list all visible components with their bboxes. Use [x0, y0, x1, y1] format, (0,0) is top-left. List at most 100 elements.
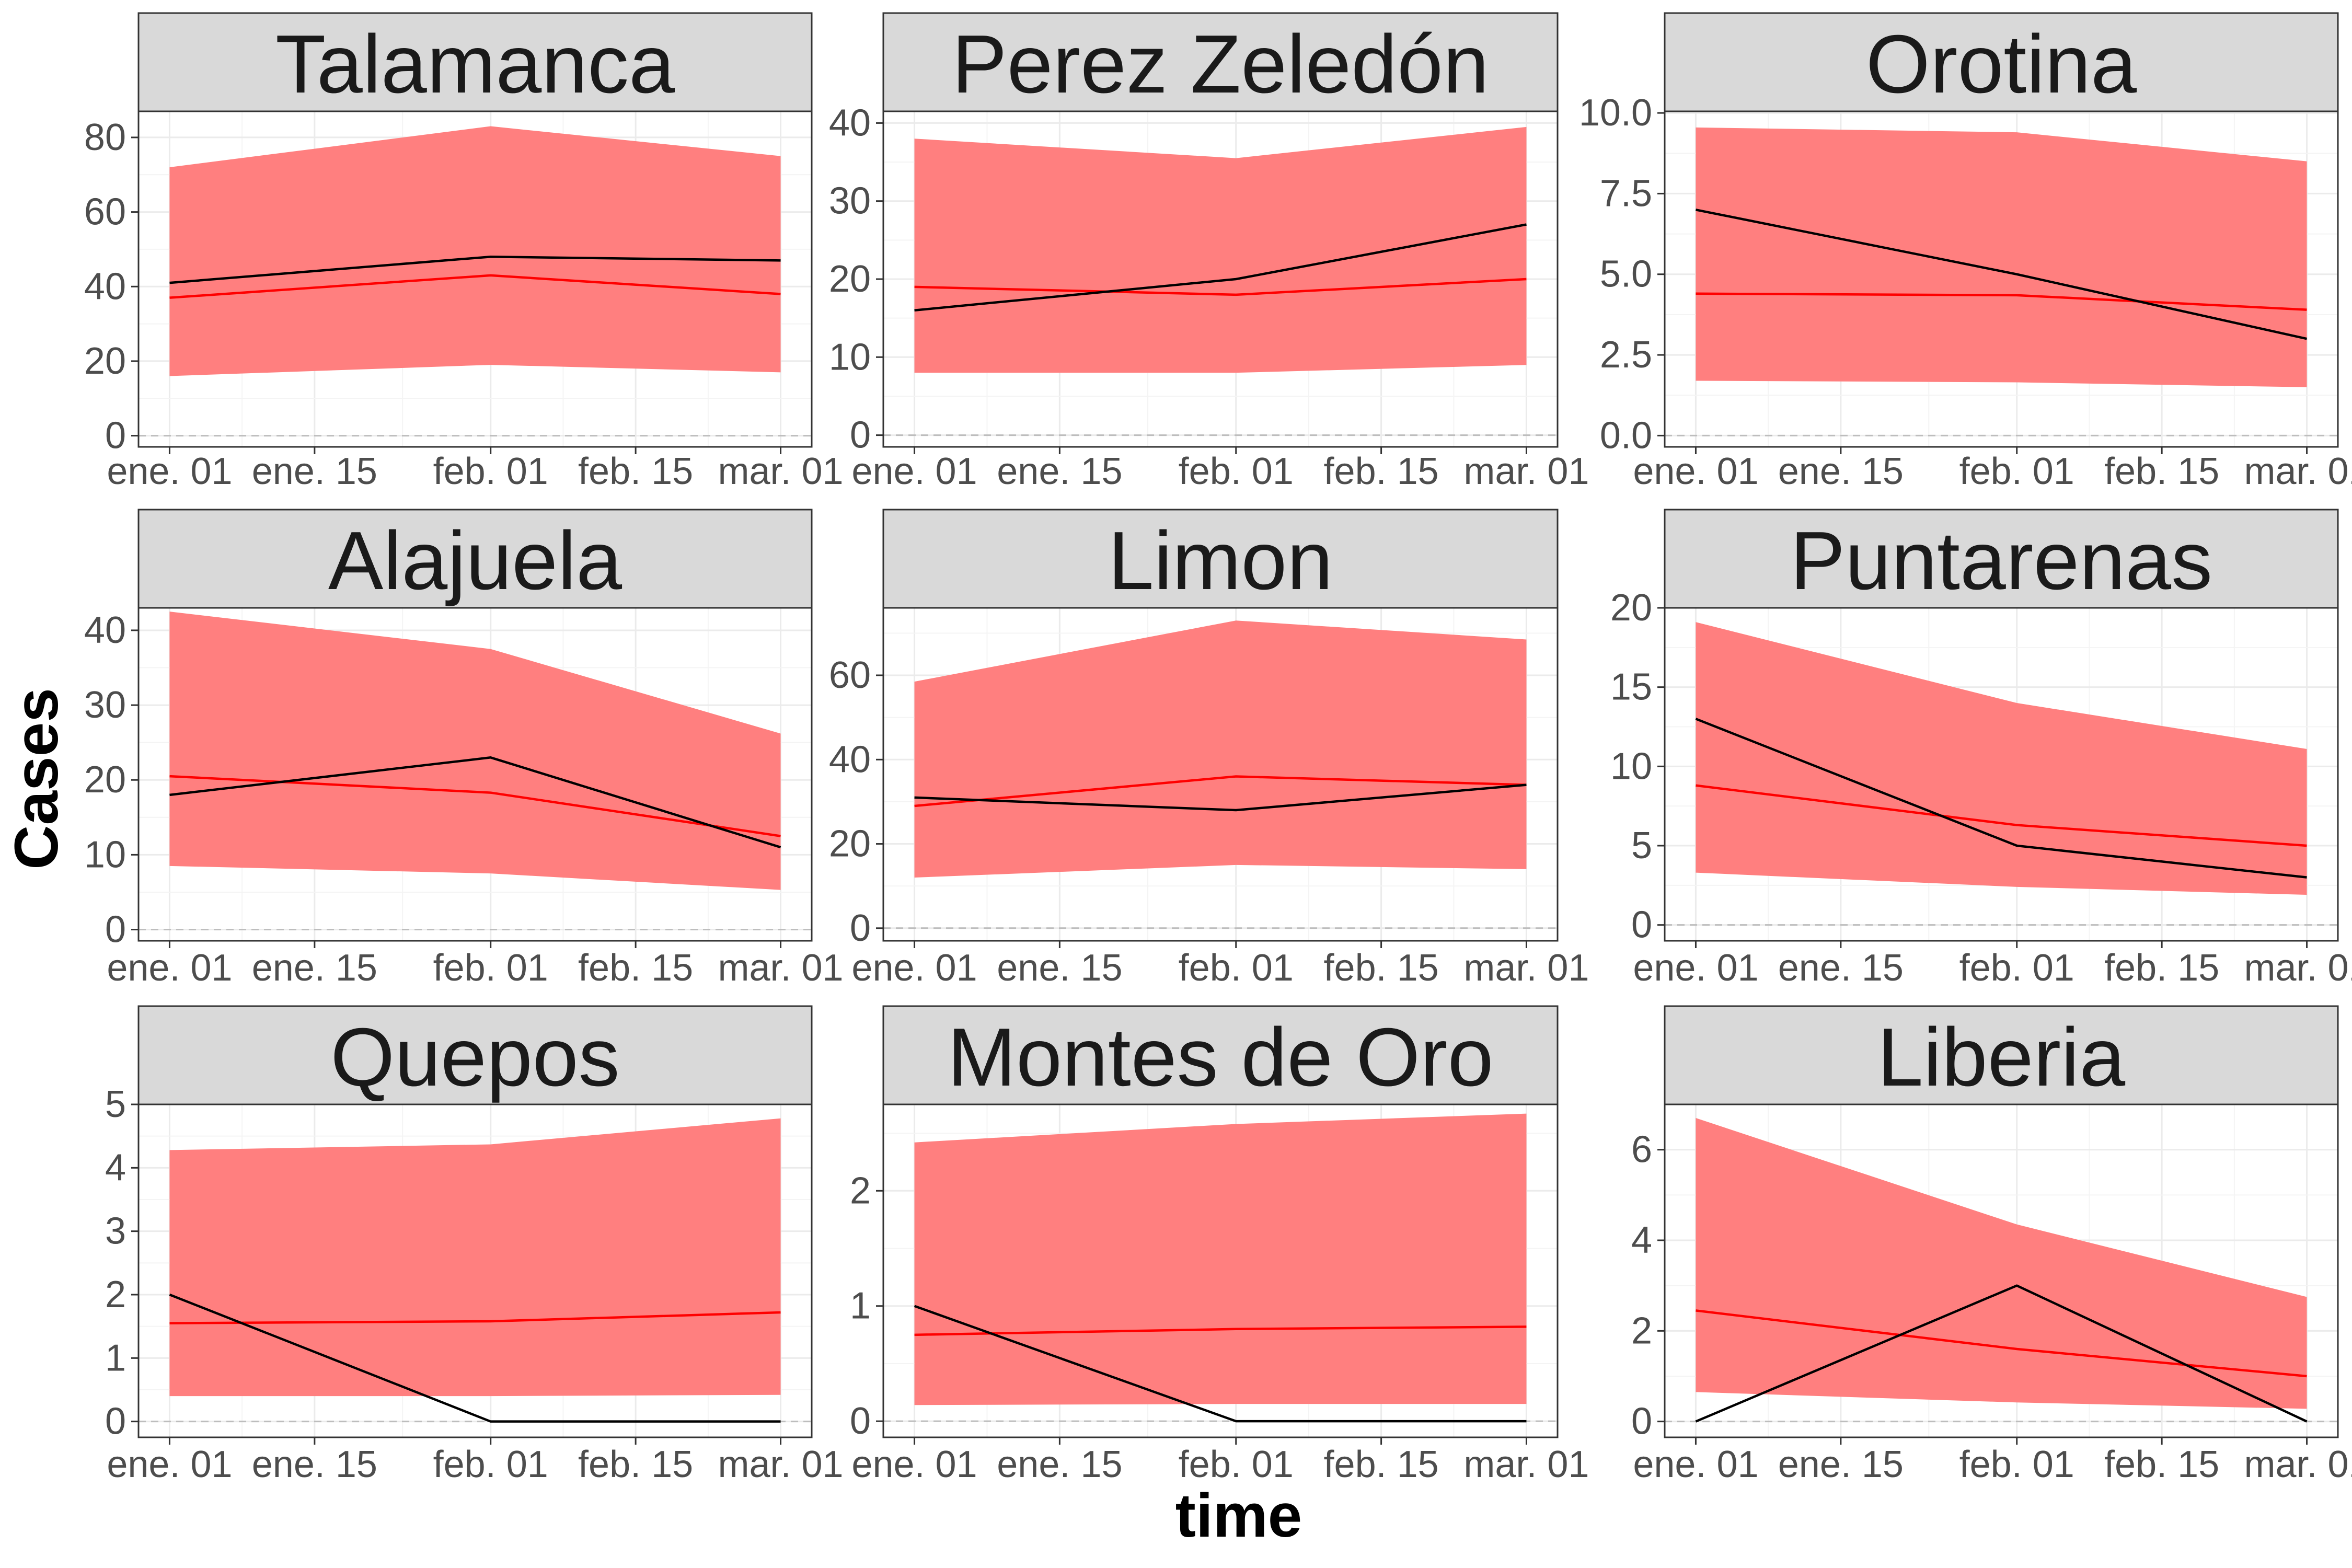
x-tick-label: mar. 01: [718, 451, 843, 492]
x-tick-label: feb. 01: [433, 947, 548, 989]
panel-border: [137, 110, 813, 448]
x-tick-label: ene. 01: [1633, 1444, 1758, 1485]
facet-orotina: Orotina 0.0 2.5 5.0 7.5 10.0 ene. 01 ene. 15 feb…: [1579, 12, 2352, 492]
predicted-line: [1696, 784, 2307, 847]
y-tick-label: 40: [829, 739, 871, 780]
facet-title: Puntarenas: [1790, 515, 2212, 607]
panel-border: [1664, 607, 2339, 942]
facet-quepos: Quepos 0 1 2 3 4 5 ene. 01 ene. 15 feb. 01 feb. 15…: [105, 1005, 844, 1485]
x-tick-label: feb. 15: [2104, 947, 2219, 989]
y-tick-label: 10.0: [1579, 92, 1652, 134]
x-tick-label: feb. 01: [1959, 451, 2074, 492]
facet-montes-de-oro: Montes de Oro 0 1 2 ene. 01 ene. 15 feb. 01 feb…: [850, 1005, 1589, 1485]
strip-background: [137, 1005, 813, 1105]
x-tick-label: feb. 15: [2104, 1444, 2219, 1485]
panel-border: [137, 1103, 813, 1438]
y-tick-label: 60: [84, 191, 126, 233]
prediction-band: [169, 1118, 781, 1397]
panel-border: [137, 607, 813, 942]
x-tick-label: ene. 01: [1633, 451, 1758, 492]
x-tick-label: feb. 01: [1959, 947, 2074, 989]
y-tick-label: 0: [850, 1400, 871, 1442]
y-tick-label: 1: [105, 1337, 126, 1379]
x-tick-label: ene. 15: [1778, 1444, 1904, 1485]
x-tick-label: ene. 01: [107, 947, 232, 989]
panel-border: [882, 1103, 1559, 1438]
predicted-line: [914, 278, 1527, 296]
x-tick-label: ene. 15: [252, 947, 377, 989]
observed-line: [169, 756, 781, 849]
x-tick-label: ene. 01: [851, 947, 977, 989]
y-tick-label: 0: [105, 1401, 126, 1443]
x-tick-label: mar. 01: [718, 1444, 843, 1485]
x-tick-label: ene. 01: [851, 1444, 977, 1485]
y-tick-label: 10: [829, 336, 871, 378]
y-tick-label: 6: [1631, 1129, 1652, 1171]
y-tick-label: 15: [1610, 666, 1652, 708]
facet-title: Talamanca: [275, 18, 675, 110]
x-tick-label: ene. 15: [997, 451, 1122, 492]
strip-background: [882, 1005, 1559, 1105]
facet-title: Alajuela: [328, 515, 622, 607]
y-tick-label: 4: [1631, 1219, 1652, 1261]
y-tick-label: 1: [850, 1285, 871, 1327]
x-tick-label: feb. 15: [1324, 1444, 1439, 1485]
x-tick-label: feb. 01: [433, 451, 548, 492]
x-tick-label: feb. 15: [1324, 451, 1439, 492]
x-tick-label: mar. 01: [1463, 947, 1589, 989]
y-tick-label: 20: [84, 340, 126, 382]
x-tick-label: feb. 01: [1179, 451, 1294, 492]
facet-title: Montes de Oro: [947, 1011, 1493, 1103]
x-tick-label: ene. 01: [107, 451, 232, 492]
y-tick-label: 0: [850, 907, 871, 949]
y-tick-label: 2: [105, 1274, 126, 1316]
x-axis-title: time: [1175, 1481, 1302, 1550]
x-tick-label: ene. 15: [997, 1444, 1122, 1485]
facet-limon: Limon 0 20 40 60 ene. 01 ene. 15 feb. 01 feb. 15…: [829, 509, 1589, 989]
prediction-band: [914, 620, 1527, 878]
y-tick-label: 0: [105, 909, 126, 951]
facet-perez-zeled-n: Perez Zeledón 0 10 20 30 40 ene. 01 ene. 15 feb.…: [829, 12, 1589, 492]
facet-title: Limon: [1108, 515, 1333, 607]
observed-line: [1695, 718, 2307, 879]
strip-background: [1664, 509, 2339, 609]
x-tick-label: ene. 15: [1778, 947, 1904, 989]
x-tick-label: feb. 01: [433, 1444, 548, 1485]
x-tick-label: mar. 01: [718, 947, 843, 989]
panel-border: [1664, 110, 2339, 448]
y-tick-label: 5.0: [1600, 253, 1652, 295]
y-tick-label: 0: [105, 415, 126, 457]
facet-title: Orotina: [1866, 18, 2137, 110]
x-tick-label: ene. 15: [252, 451, 377, 492]
y-tick-label: 20: [829, 823, 871, 865]
x-tick-label: feb. 15: [578, 451, 693, 492]
y-tick-label: 40: [829, 102, 871, 144]
y-tick-label: 0: [850, 414, 871, 456]
y-tick-label: 30: [829, 180, 871, 222]
prediction-band: [169, 612, 781, 890]
panel-border: [1664, 1103, 2339, 1438]
strip-background: [137, 12, 813, 112]
x-tick-label: feb. 01: [1179, 947, 1294, 989]
observed-line: [914, 223, 1527, 312]
prediction-band: [1696, 622, 2307, 895]
strip-background: [882, 12, 1559, 112]
y-tick-label: 2: [850, 1170, 871, 1212]
y-tick-label: 0: [1631, 904, 1652, 946]
observed-line: [914, 1305, 1527, 1423]
x-tick-label: ene. 01: [851, 451, 977, 492]
y-tick-label: 40: [84, 266, 126, 307]
prediction-band: [169, 126, 781, 376]
facet-title: Liberia: [1877, 1011, 2125, 1103]
x-tick-label: ene. 15: [997, 947, 1122, 989]
x-tick-label: feb. 01: [1179, 1444, 1294, 1485]
facet-title: Quepos: [330, 1011, 619, 1103]
x-tick-label: mar. 01: [2244, 451, 2352, 492]
facet-talamanca: Talamanca 0 20 40 60 80 ene. 01 ene. 15 feb. 01 f…: [84, 12, 844, 492]
x-tick-label: mar. 01: [2244, 947, 2352, 989]
x-tick-label: ene. 15: [1778, 451, 1904, 492]
facet-puntarenas: Puntarenas 0 5 10 15 20 ene. 01 ene. 15 feb. 01 f…: [1610, 509, 2352, 989]
observed-line: [914, 783, 1527, 812]
